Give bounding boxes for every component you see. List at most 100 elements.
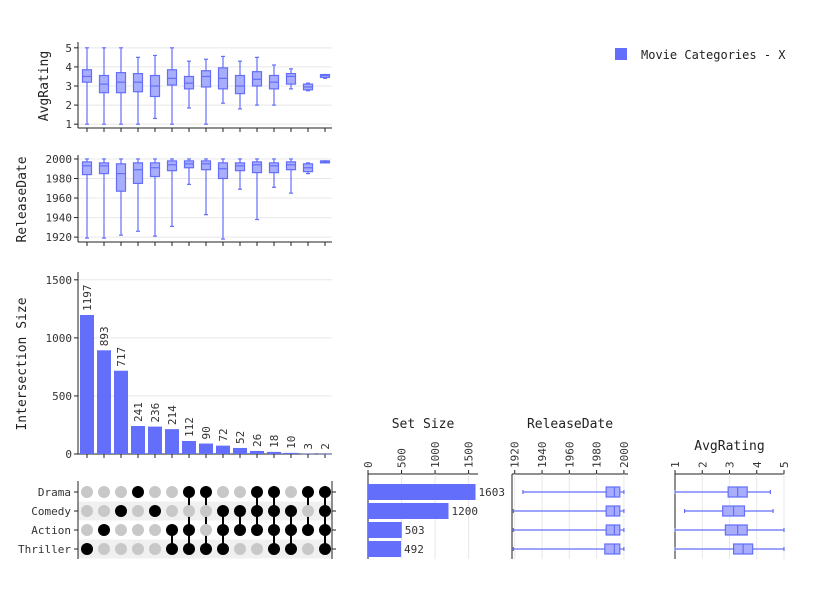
intersection-bar-label: 112 bbox=[183, 417, 196, 437]
matrix-dot-empty bbox=[200, 524, 212, 536]
intersection-bar bbox=[318, 453, 332, 455]
releasedate-top-box bbox=[200, 158, 212, 216]
matrix-dot-filled bbox=[251, 505, 263, 517]
avgrating-top-box bbox=[251, 56, 263, 106]
releasedate-top-box bbox=[183, 158, 195, 185]
matrix-dot-filled bbox=[234, 524, 246, 536]
releasedate-top-iqr bbox=[166, 160, 178, 172]
avgrating-top-tick-label: 3 bbox=[65, 80, 72, 93]
legend-label: Movie Categories - X bbox=[641, 48, 786, 62]
matrix-dot-filled bbox=[183, 524, 195, 536]
avgrating-top-box bbox=[200, 58, 212, 125]
setsize-bar-label: 1603 bbox=[479, 486, 506, 499]
matrix-dot-empty bbox=[217, 486, 229, 498]
intersection-bar-label: 717 bbox=[115, 347, 128, 367]
intersection-tick-label: 500 bbox=[52, 390, 72, 403]
intersection-bar bbox=[267, 451, 281, 454]
legend-swatch bbox=[615, 48, 627, 60]
matrix-dot-filled bbox=[81, 543, 93, 555]
intersection-title: Intersection Size bbox=[15, 297, 30, 430]
matrix-dot-empty bbox=[200, 505, 212, 517]
releasedate-set-title: ReleaseDate bbox=[527, 417, 613, 432]
avgrating-top-box bbox=[302, 82, 314, 92]
matrix-dot-empty bbox=[98, 505, 110, 517]
intersection-tick-label: 1500 bbox=[46, 274, 73, 287]
matrix-dot-empty bbox=[149, 486, 161, 498]
releasedate-set-box bbox=[512, 524, 625, 536]
releasedate-top-iqr bbox=[251, 161, 263, 174]
setsize-bar bbox=[368, 541, 401, 557]
avgrating-top-box bbox=[285, 68, 297, 90]
matrix-dot-filled bbox=[319, 486, 331, 498]
matrix-dot-empty bbox=[115, 543, 127, 555]
releasedate-top-iqr bbox=[115, 163, 127, 192]
matrix-dot-empty bbox=[149, 524, 161, 536]
matrix-dot-filled bbox=[183, 486, 195, 498]
avgrating-set-tick-label: 4 bbox=[751, 461, 764, 468]
intersection-tick-label: 1000 bbox=[46, 332, 73, 345]
releasedate-top-title: ReleaseDate bbox=[15, 156, 30, 242]
matrix-dot-empty bbox=[166, 505, 178, 517]
releasedate-top-box bbox=[285, 158, 297, 194]
set-label-thriller: Thriller bbox=[18, 543, 71, 556]
intersection-bar bbox=[233, 447, 247, 454]
setsize-tick-label: 1000 bbox=[429, 442, 442, 469]
intersection-bar-label: 3 bbox=[302, 443, 315, 450]
matrix-dot-empty bbox=[115, 486, 127, 498]
releasedate-set-box bbox=[512, 505, 625, 517]
matrix-dot-empty bbox=[149, 543, 161, 555]
releasedate-top-box bbox=[268, 158, 280, 188]
avgrating-top-box bbox=[81, 47, 93, 125]
avgrating-set-box bbox=[683, 505, 774, 517]
matrix-dot-empty bbox=[132, 543, 144, 555]
matrix-dot-filled bbox=[319, 505, 331, 517]
intersection-bar-label: 52 bbox=[234, 431, 247, 444]
releasedate-set-tick-label: 2000 bbox=[618, 442, 631, 469]
releasedate-top-box bbox=[217, 158, 229, 240]
avgrating-top-box bbox=[217, 55, 229, 104]
releasedate-top-box bbox=[115, 158, 127, 236]
matrix-dot-filled bbox=[285, 524, 297, 536]
matrix-dot-filled bbox=[98, 524, 110, 536]
avgrating-set-box bbox=[674, 486, 771, 498]
matrix-dot-filled bbox=[302, 524, 314, 536]
intersection-bar bbox=[114, 370, 128, 454]
matrix-dot-empty bbox=[183, 505, 195, 517]
matrix-dot-filled bbox=[132, 486, 144, 498]
avgrating-top-box bbox=[132, 56, 144, 125]
intersection-bar-label: 241 bbox=[132, 402, 145, 422]
intersection-bar-label: 2 bbox=[319, 443, 332, 450]
releasedate-top-box bbox=[81, 158, 93, 239]
releasedate-set-box bbox=[512, 543, 625, 555]
releasedate-set-iqr bbox=[605, 486, 621, 498]
matrix-dot-empty bbox=[302, 543, 314, 555]
intersection-bar bbox=[284, 452, 298, 454]
avgrating-set-tick-label: 5 bbox=[778, 461, 791, 468]
avgrating-top-tick-label: 4 bbox=[65, 61, 72, 74]
releasedate-top-iqr bbox=[217, 162, 229, 180]
matrix-dot-filled bbox=[268, 543, 280, 555]
releasedate-top-iqr bbox=[98, 162, 110, 175]
releasedate-top-iqr bbox=[132, 162, 144, 184]
intersection-bar bbox=[301, 453, 315, 455]
avgrating-top-iqr bbox=[166, 69, 178, 86]
releasedate-top-iqr bbox=[234, 162, 246, 172]
matrix-dot-filled bbox=[115, 505, 127, 517]
matrix-dot-empty bbox=[132, 524, 144, 536]
releasedate-top-box bbox=[251, 158, 263, 221]
avgrating-set-title: AvgRating bbox=[694, 439, 764, 454]
releasedate-top-tick-label: 1960 bbox=[46, 192, 73, 205]
matrix-dot-filled bbox=[166, 543, 178, 555]
avgrating-top-tick-label: 5 bbox=[65, 42, 72, 55]
intersection-bar bbox=[97, 350, 111, 454]
releasedate-set-box bbox=[522, 486, 625, 498]
matrix-dot-empty bbox=[285, 486, 297, 498]
setsize-bar-label: 492 bbox=[404, 543, 424, 556]
matrix-dot-filled bbox=[217, 505, 229, 517]
releasedate-top-tick-label: 1980 bbox=[46, 172, 73, 185]
releasedate-set-tick-label: 1920 bbox=[509, 442, 522, 469]
matrix-dot-filled bbox=[251, 524, 263, 536]
matrix-dot-filled bbox=[285, 543, 297, 555]
matrix-dot-filled bbox=[268, 505, 280, 517]
